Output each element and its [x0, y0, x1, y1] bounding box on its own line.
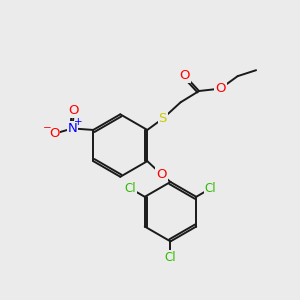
- Text: Cl: Cl: [165, 251, 176, 264]
- Text: S: S: [159, 112, 167, 125]
- Text: Cl: Cl: [125, 182, 136, 195]
- Text: +: +: [74, 117, 83, 127]
- Text: O: O: [156, 168, 167, 181]
- Text: O: O: [69, 103, 79, 116]
- Text: −: −: [43, 123, 52, 133]
- Text: O: O: [179, 69, 190, 82]
- Text: O: O: [49, 127, 59, 140]
- Text: N: N: [68, 122, 77, 135]
- Text: O: O: [215, 82, 226, 95]
- Text: Cl: Cl: [205, 182, 216, 195]
